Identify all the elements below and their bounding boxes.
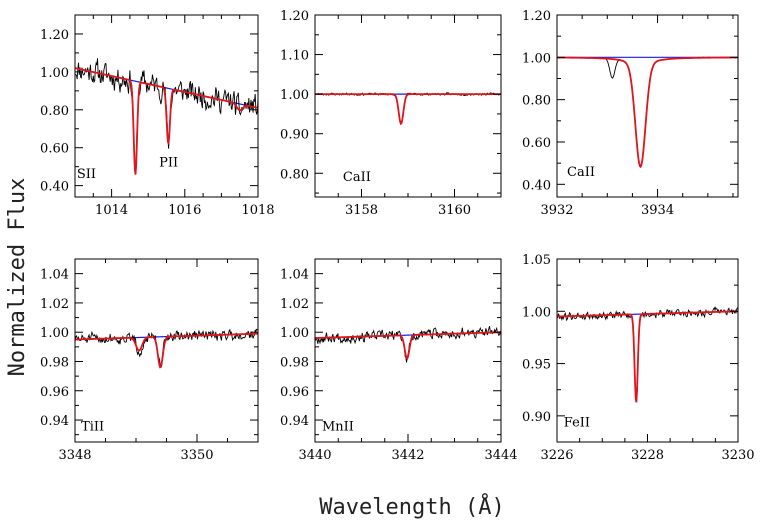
x-tick-label: 3440 bbox=[298, 448, 331, 463]
y-tick-label: 0.98 bbox=[280, 355, 309, 370]
y-tick-label: 1.05 bbox=[522, 253, 551, 268]
x-tick-label: 3934 bbox=[641, 203, 674, 218]
y-tick-label: 1.02 bbox=[280, 297, 309, 312]
y-tick-label: 1.20 bbox=[40, 28, 69, 43]
y-tick-label: 1.02 bbox=[40, 297, 69, 312]
panel-5: 3440 3442 3444 0.94 0.96 0.98 1.00 1.02 1.04 MnII bbox=[280, 258, 518, 463]
y-tick-label: 0.96 bbox=[40, 385, 69, 400]
x-tick-label: 3158 bbox=[345, 203, 378, 218]
y-tick-label: 0.60 bbox=[40, 142, 69, 157]
y-tick-label: 1.00 bbox=[280, 326, 309, 341]
ion-label: CaII bbox=[343, 170, 371, 185]
x-tick-label: 1014 bbox=[95, 203, 128, 218]
y-tick-label: 1.00 bbox=[40, 326, 69, 341]
observed-spectrum bbox=[315, 92, 501, 125]
panels: 1014 1016 1018 0.40 0.60 0.80 1.00 1.20 SII PII 31… bbox=[40, 9, 755, 463]
y-tick-label: 0.90 bbox=[280, 128, 309, 143]
y-tick-label: 0.94 bbox=[280, 414, 309, 429]
plot-area bbox=[557, 56, 738, 169]
observed-spectrum bbox=[557, 306, 738, 401]
x-tick-label: 3444 bbox=[484, 448, 517, 463]
y-tick-label: 0.60 bbox=[522, 136, 551, 151]
panel-frame bbox=[556, 14, 739, 198]
model-spectrum bbox=[75, 67, 258, 175]
y-axis-title: Normalized Flux bbox=[5, 178, 30, 377]
model-spectrum bbox=[75, 332, 258, 369]
panel-4: 3348 3350 0.94 0.96 0.98 1.00 1.02 1.04 TiII bbox=[40, 258, 259, 463]
ion-label: MnII bbox=[322, 419, 354, 434]
y-tick-label: 1.00 bbox=[522, 305, 551, 320]
y-tick-label: 0.90 bbox=[522, 410, 551, 425]
x-tick-label: 3226 bbox=[540, 448, 573, 463]
x-tick-label: 3160 bbox=[438, 203, 471, 218]
y-tick-label: 1.00 bbox=[280, 88, 309, 103]
model-spectrum bbox=[557, 310, 738, 403]
plot-area bbox=[315, 92, 501, 126]
x-tick-label: 1016 bbox=[168, 203, 201, 218]
panel-1: 1014 1016 1018 0.40 0.60 0.80 1.00 1.20 SII PII bbox=[40, 14, 275, 218]
panel-frame bbox=[74, 258, 259, 443]
x-tick-label: 3350 bbox=[180, 448, 213, 463]
y-tick-label: 0.80 bbox=[280, 167, 309, 182]
plot-area bbox=[75, 58, 258, 175]
x-tick-label: 3932 bbox=[540, 203, 573, 218]
model-spectrum bbox=[557, 56, 738, 169]
y-tick-label: 1.00 bbox=[522, 51, 551, 66]
ion-label: FeII bbox=[564, 415, 590, 430]
panel-6: 3226 3228 3230 0.90 0.95 1.00 1.05 FeII bbox=[522, 253, 755, 463]
y-tick-label: 1.10 bbox=[280, 49, 309, 64]
y-tick-label: 0.40 bbox=[522, 178, 551, 193]
plot-area bbox=[315, 326, 501, 363]
panel-3: 3932 3934 0.40 0.60 0.80 1.00 1.20 CaII bbox=[522, 9, 739, 218]
y-tick-label: 0.94 bbox=[40, 414, 69, 429]
y-tick-label: 0.40 bbox=[40, 180, 69, 195]
x-tick-label: 3228 bbox=[631, 448, 664, 463]
panel-2: 3158 3160 0.80 0.90 1.00 1.10 1.20 CaII bbox=[280, 9, 502, 218]
y-tick-label: 0.96 bbox=[280, 385, 309, 400]
y-tick-label: 0.80 bbox=[522, 94, 551, 109]
y-tick-label: 0.98 bbox=[40, 355, 69, 370]
y-tick-label: 1.04 bbox=[40, 268, 69, 283]
x-tick-label: 3230 bbox=[721, 448, 754, 463]
y-tick-label: 1.20 bbox=[522, 9, 551, 24]
panel-frame bbox=[314, 258, 502, 443]
y-tick-label: 0.80 bbox=[40, 104, 69, 119]
y-tick-label: 0.95 bbox=[522, 358, 551, 373]
x-axis-title: Wavelength (Å) bbox=[319, 493, 504, 520]
x-tick-label: 1018 bbox=[241, 203, 274, 218]
x-tick-label: 3442 bbox=[391, 448, 424, 463]
y-tick-label: 1.20 bbox=[280, 9, 309, 24]
y-tick-label: 1.00 bbox=[40, 66, 69, 81]
plot-area bbox=[75, 328, 258, 369]
ion-label: TiII bbox=[81, 419, 104, 434]
model-spectrum bbox=[315, 93, 501, 126]
ion-label: SII bbox=[77, 167, 96, 182]
plot-area bbox=[557, 306, 738, 403]
y-tick-label: 1.04 bbox=[280, 268, 309, 283]
ion-label: CaII bbox=[567, 165, 595, 180]
model-spectrum bbox=[315, 331, 501, 360]
x-tick-label: 3348 bbox=[58, 448, 91, 463]
ion-label: PII bbox=[159, 156, 178, 171]
